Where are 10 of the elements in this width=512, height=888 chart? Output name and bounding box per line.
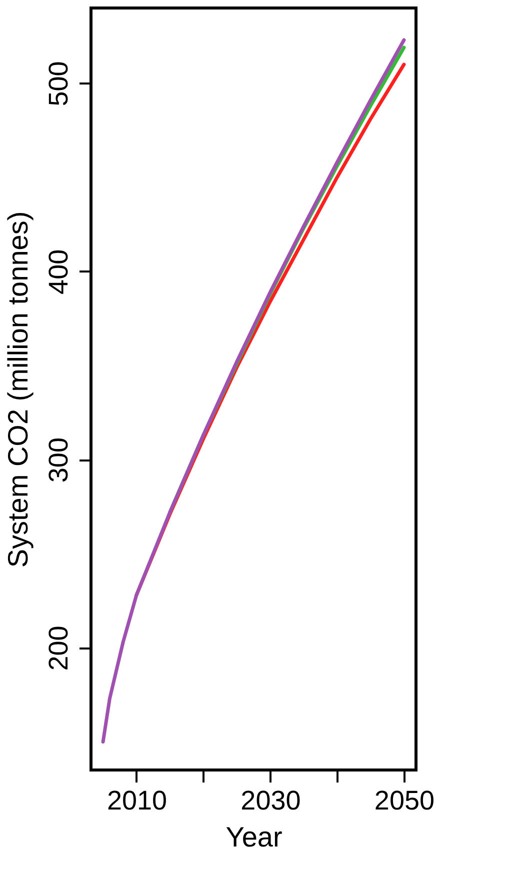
y-tick-label: 400 (44, 249, 74, 294)
x-tick-label: 2030 (240, 786, 301, 816)
y-tick-label: 200 (44, 626, 74, 671)
y-axis-title: System CO2 (million tonnes) (2, 211, 34, 568)
y-tick-label: 500 (44, 61, 74, 106)
line-series (101, 38, 406, 744)
x-axis-title: Year (226, 822, 282, 852)
y-tick-label: 300 (44, 438, 74, 483)
x-tick-label: 2010 (106, 786, 168, 816)
x-tick-label: 2050 (374, 786, 434, 816)
